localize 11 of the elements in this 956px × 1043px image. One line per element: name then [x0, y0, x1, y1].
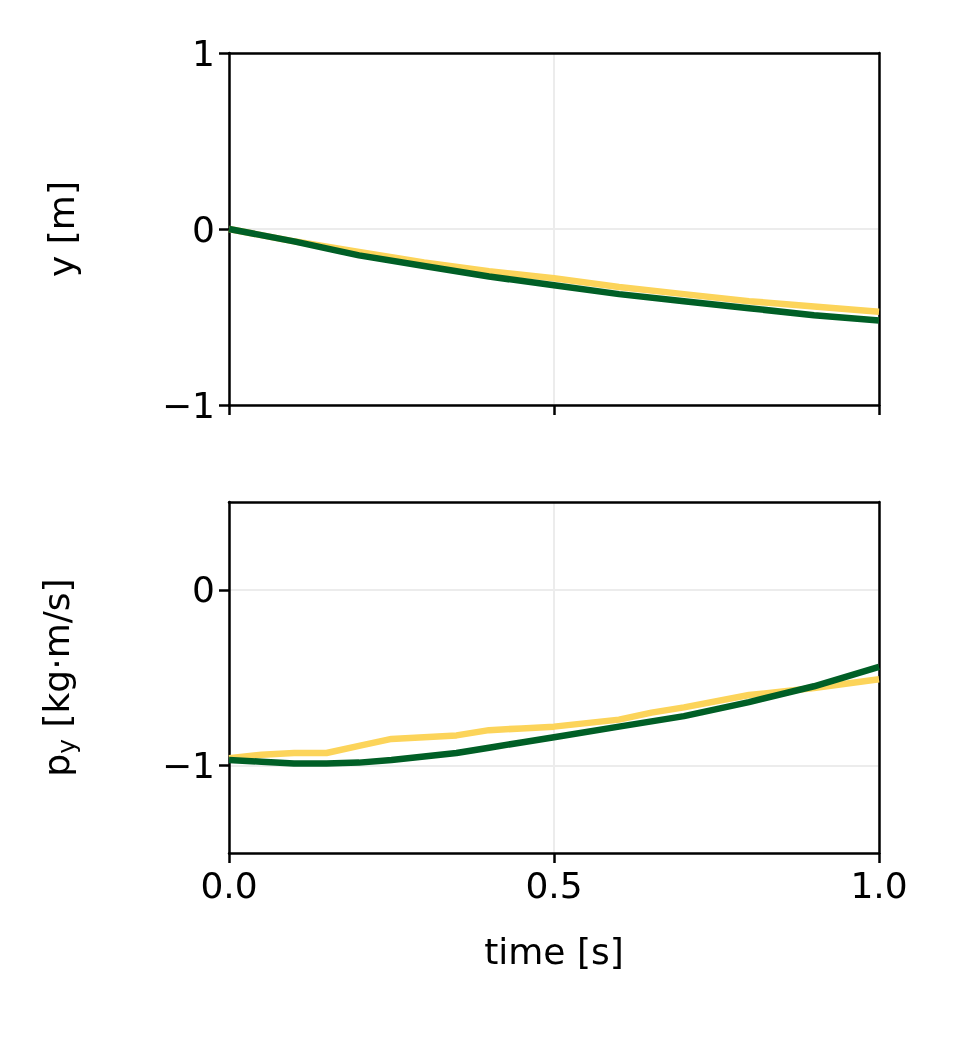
y-tick-label: 1 — [192, 32, 215, 74]
y-axis-title: py [kg·m/s] — [36, 578, 81, 777]
y-axis-title: y [m] — [40, 181, 82, 277]
x-axis-title: time [s] — [484, 930, 624, 972]
y-tick-label: 0 — [192, 569, 215, 611]
x-tick-label: 0.0 — [200, 864, 258, 906]
x-tick-label: 1.0 — [850, 864, 908, 906]
x-tick-label: 0.5 — [525, 864, 583, 906]
y-tick-label: 0 — [192, 208, 215, 250]
y-tick-label: −1 — [161, 744, 215, 786]
y-tick-label: −1 — [161, 384, 215, 426]
